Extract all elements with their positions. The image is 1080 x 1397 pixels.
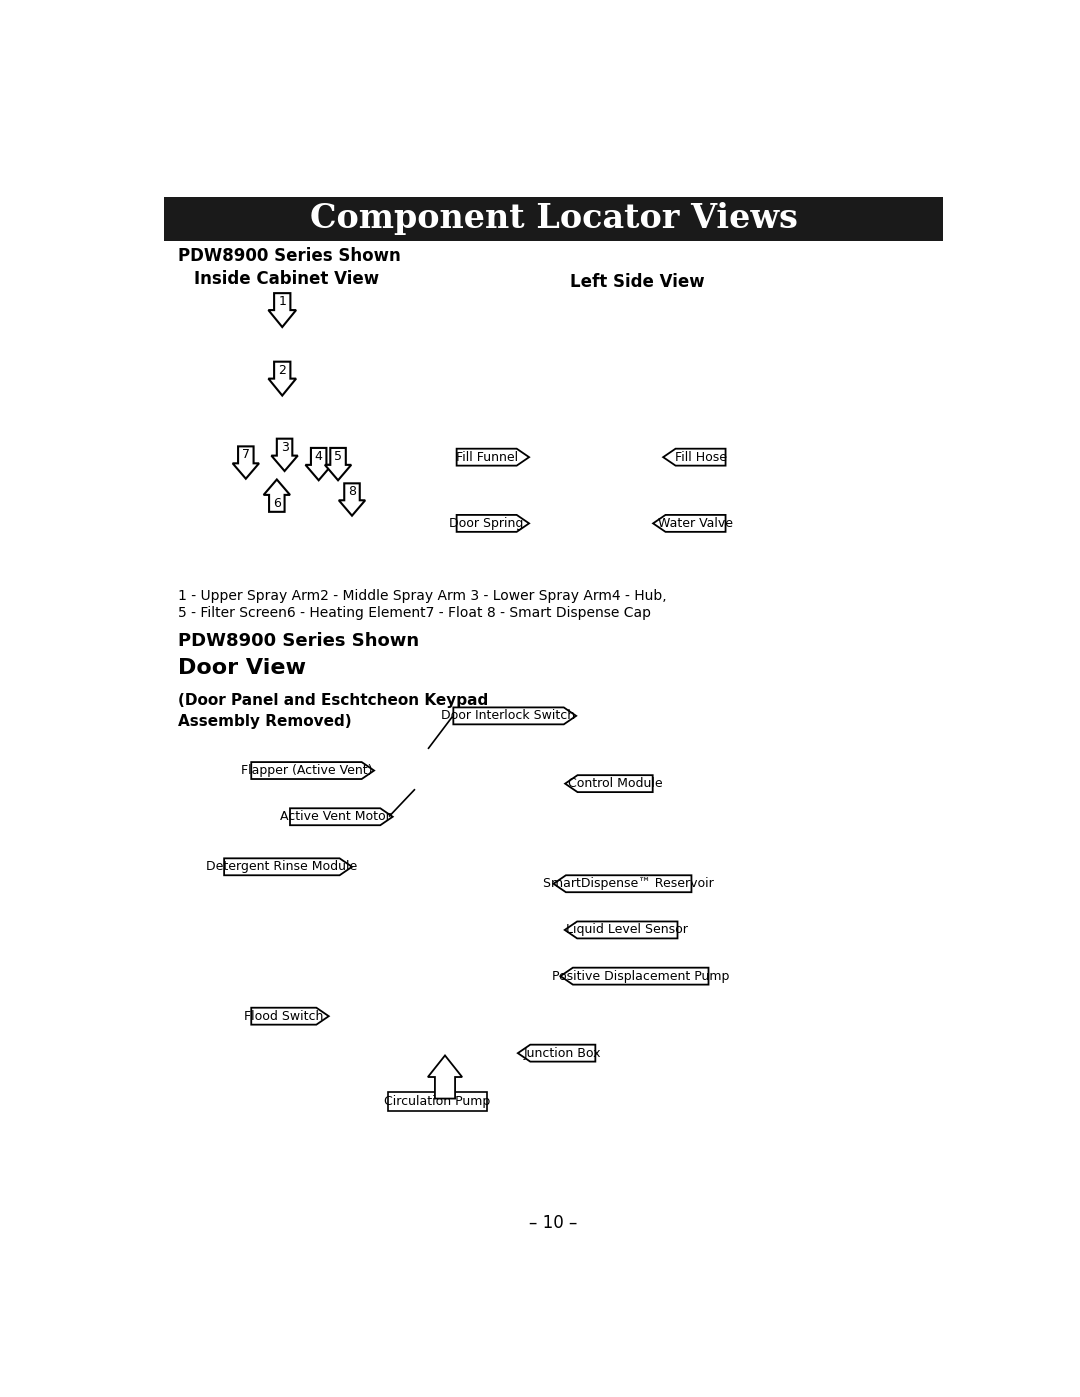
Polygon shape	[457, 515, 529, 532]
Text: Flapper (Active Vent): Flapper (Active Vent)	[241, 764, 373, 777]
Polygon shape	[457, 448, 529, 465]
Polygon shape	[653, 515, 726, 532]
Text: 7: 7	[242, 448, 249, 461]
Text: Control Module: Control Module	[568, 777, 662, 791]
Text: 5 - Filter Screen6 - Heating Element7 - Float 8 - Smart Dispense Cap: 5 - Filter Screen6 - Heating Element7 - …	[177, 606, 650, 620]
Text: Door View: Door View	[177, 658, 306, 678]
Polygon shape	[269, 293, 296, 327]
Text: Left Side View: Left Side View	[570, 272, 704, 291]
Text: Door Interlock Switch: Door Interlock Switch	[442, 710, 576, 722]
Polygon shape	[264, 479, 291, 511]
Polygon shape	[291, 809, 393, 826]
Polygon shape	[271, 439, 298, 471]
Polygon shape	[565, 775, 652, 792]
Text: (Door Panel and Eschtcheon Keypad
Assembly Removed): (Door Panel and Eschtcheon Keypad Assemb…	[177, 693, 488, 729]
Text: 3: 3	[281, 440, 288, 454]
Text: 4: 4	[314, 450, 323, 462]
Polygon shape	[269, 362, 296, 395]
Polygon shape	[339, 483, 365, 515]
Text: Door Spring: Door Spring	[449, 517, 524, 529]
Text: 1 - Upper Spray Arm2 - Middle Spray Arm 3 - Lower Spray Arm4 - Hub,: 1 - Upper Spray Arm2 - Middle Spray Arm …	[177, 588, 666, 602]
Polygon shape	[252, 1007, 328, 1024]
Polygon shape	[225, 858, 352, 876]
Polygon shape	[454, 707, 576, 725]
Polygon shape	[306, 448, 332, 481]
Text: PDW8900 Series Shown: PDW8900 Series Shown	[177, 633, 419, 650]
Text: PDW8900 Series Shown: PDW8900 Series Shown	[177, 247, 401, 265]
Text: Flood Switch: Flood Switch	[244, 1010, 324, 1023]
Polygon shape	[663, 448, 726, 465]
Polygon shape	[561, 968, 708, 985]
Text: Inside Cabinet View: Inside Cabinet View	[193, 270, 379, 288]
Text: Circulation Pump: Circulation Pump	[384, 1095, 490, 1108]
Polygon shape	[232, 447, 259, 479]
Text: Fill Hose: Fill Hose	[675, 451, 727, 464]
Polygon shape	[428, 1056, 462, 1098]
Text: Active Vent Motor: Active Vent Motor	[280, 810, 391, 823]
Polygon shape	[565, 922, 677, 939]
Text: Detergent Rinse Module: Detergent Rinse Module	[206, 861, 357, 873]
Text: Liquid Level Sensor: Liquid Level Sensor	[566, 923, 688, 936]
Text: 8: 8	[348, 485, 356, 499]
Text: 5: 5	[334, 450, 342, 462]
Text: Component Locator Views: Component Locator Views	[310, 203, 797, 235]
Polygon shape	[325, 448, 351, 481]
Text: Water Valve: Water Valve	[658, 517, 733, 529]
Polygon shape	[517, 1045, 595, 1062]
FancyBboxPatch shape	[388, 1092, 487, 1111]
Text: 6: 6	[273, 497, 281, 510]
Text: 2: 2	[279, 363, 286, 377]
Text: Fill Funnel: Fill Funnel	[456, 451, 517, 464]
Text: Junction Box: Junction Box	[524, 1046, 602, 1060]
Polygon shape	[554, 876, 691, 893]
Text: Positive Displacement Pump: Positive Displacement Pump	[552, 970, 729, 982]
Polygon shape	[252, 763, 374, 780]
Text: SmartDispense™ Reservoir: SmartDispense™ Reservoir	[543, 877, 714, 890]
Text: – 10 –: – 10 –	[529, 1214, 578, 1232]
FancyBboxPatch shape	[164, 197, 943, 240]
Text: 1: 1	[279, 295, 286, 309]
